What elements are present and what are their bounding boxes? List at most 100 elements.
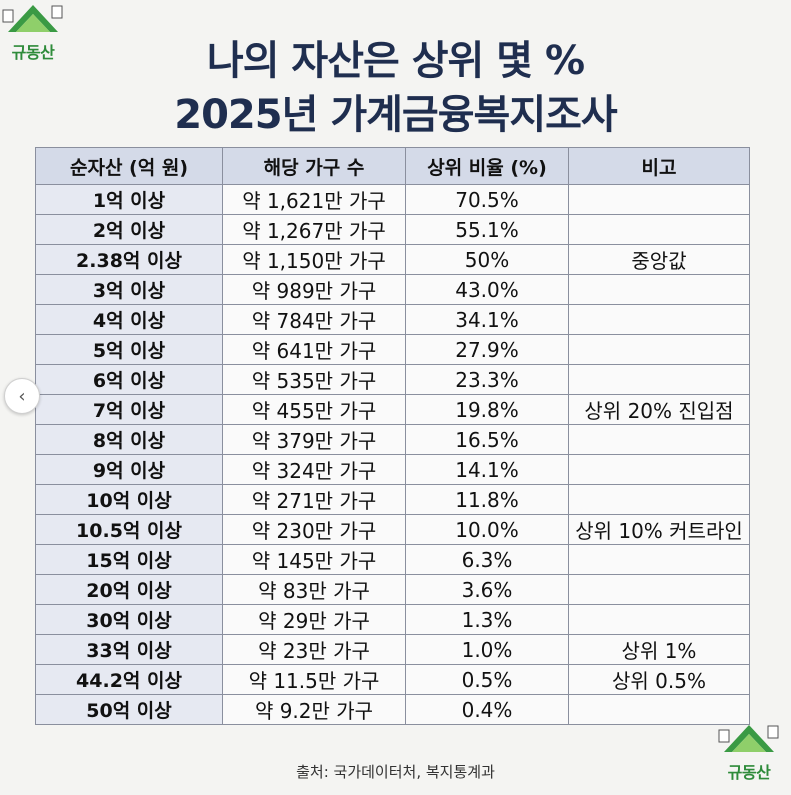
- asset-table: 순자산 (억 원) 해당 가구 수 상위 비율 (%) 비고 1억 이상 약 1,…: [35, 147, 750, 725]
- cell-top-ratio: 6.3%: [405, 544, 569, 575]
- cell-households: 약 9.2만 가구: [222, 694, 406, 725]
- header-top-ratio: 상위 비율 (%): [405, 147, 569, 185]
- cell-households: 약 641만 가구: [222, 334, 406, 365]
- cell-net-assets: 6억 이상: [35, 364, 223, 395]
- cell-top-ratio: 23.3%: [405, 364, 569, 395]
- table-row: 4억 이상 약 784만 가구 34.1%: [35, 304, 750, 335]
- cell-note: [568, 214, 750, 245]
- cell-households: 약 145만 가구: [222, 544, 406, 575]
- cell-note: [568, 304, 750, 335]
- table-row: 50억 이상 약 9.2만 가구 0.4%: [35, 694, 750, 725]
- cell-net-assets: 2억 이상: [35, 214, 223, 245]
- cell-households: 약 83만 가구: [222, 574, 406, 605]
- cell-note: 중앙값: [568, 244, 750, 275]
- table-header-row: 순자산 (억 원) 해당 가구 수 상위 비율 (%) 비고: [35, 147, 750, 185]
- cell-top-ratio: 16.5%: [405, 424, 569, 455]
- cell-net-assets: 3억 이상: [35, 274, 223, 305]
- header-note: 비고: [568, 147, 750, 185]
- table-row: 30억 이상 약 29만 가구 1.3%: [35, 604, 750, 635]
- table-row: 7억 이상 약 455만 가구 19.8% 상위 20% 진입점: [35, 394, 750, 425]
- cell-note: [568, 694, 750, 725]
- table-row: 2억 이상 약 1,267만 가구 55.1%: [35, 214, 750, 245]
- table-row: 2.38억 이상 약 1,150만 가구 50% 중앙값: [35, 244, 750, 275]
- table-row: 6억 이상 약 535만 가구 23.3%: [35, 364, 750, 395]
- cell-top-ratio: 27.9%: [405, 334, 569, 365]
- cell-top-ratio: 14.1%: [405, 454, 569, 485]
- cell-top-ratio: 3.6%: [405, 574, 569, 605]
- prev-arrow-icon[interactable]: ‹: [4, 378, 40, 414]
- brand-logo-bottom: 규동산: [718, 722, 780, 782]
- cell-top-ratio: 70.5%: [405, 184, 569, 215]
- cell-households: 약 324만 가구: [222, 454, 406, 485]
- logo-text: 규동산: [727, 763, 771, 782]
- cell-note: [568, 364, 750, 395]
- cell-net-assets: 15억 이상: [35, 544, 223, 575]
- cell-note: 상위 10% 커트라인: [568, 514, 750, 545]
- cell-note: [568, 184, 750, 215]
- cell-note: [568, 274, 750, 305]
- cell-note: [568, 604, 750, 635]
- cell-households: 약 230만 가구: [222, 514, 406, 545]
- cell-note: 상위 20% 진입점: [568, 394, 750, 425]
- page-subtitle: 2025년 가계금융복지조사: [174, 92, 617, 138]
- source-note: 출처: 국가데이터처, 복지통계과: [296, 763, 495, 781]
- cell-top-ratio: 50%: [405, 244, 569, 275]
- cell-note: [568, 334, 750, 365]
- cell-households: 약 379만 가구: [222, 424, 406, 455]
- table-row: 33억 이상 약 23만 가구 1.0% 상위 1%: [35, 634, 750, 665]
- cell-top-ratio: 55.1%: [405, 214, 569, 245]
- house-icon: [2, 5, 63, 32]
- cell-note: 상위 0.5%: [568, 664, 750, 695]
- cell-households: 약 1,267만 가구: [222, 214, 406, 245]
- cell-top-ratio: 10.0%: [405, 514, 569, 545]
- cell-net-assets: 7억 이상: [35, 394, 223, 425]
- page-title: 나의 자산은 상위 몇 %: [206, 38, 585, 84]
- cell-households: 약 1,150만 가구: [222, 244, 406, 275]
- brand-logo: 규동산: [2, 2, 64, 62]
- cell-households: 약 1,621만 가구: [222, 184, 406, 215]
- cell-net-assets: 44.2억 이상: [35, 664, 223, 695]
- cell-top-ratio: 0.5%: [405, 664, 569, 695]
- table-row: 9억 이상 약 324만 가구 14.1%: [35, 454, 750, 485]
- cell-net-assets: 10.5억 이상: [35, 514, 223, 545]
- cell-net-assets: 50억 이상: [35, 694, 223, 725]
- table-row: 5억 이상 약 641만 가구 27.9%: [35, 334, 750, 365]
- table-row: 3억 이상 약 989만 가구 43.0%: [35, 274, 750, 305]
- header-net-assets: 순자산 (억 원): [35, 147, 223, 185]
- cell-net-assets: 1억 이상: [35, 184, 223, 215]
- cell-note: [568, 484, 750, 515]
- cell-top-ratio: 1.0%: [405, 634, 569, 665]
- table-row: 10억 이상 약 271만 가구 11.8%: [35, 484, 750, 515]
- cell-net-assets: 4억 이상: [35, 304, 223, 335]
- cell-net-assets: 5억 이상: [35, 334, 223, 365]
- cell-note: 상위 1%: [568, 634, 750, 665]
- cell-households: 약 784만 가구: [222, 304, 406, 335]
- cell-net-assets: 2.38억 이상: [35, 244, 223, 275]
- cell-households: 약 989만 가구: [222, 274, 406, 305]
- header-households: 해당 가구 수: [222, 147, 406, 185]
- table-row: 8억 이상 약 379만 가구 16.5%: [35, 424, 750, 455]
- cell-note: [568, 544, 750, 575]
- cell-top-ratio: 0.4%: [405, 694, 569, 725]
- cell-net-assets: 8억 이상: [35, 424, 223, 455]
- cell-households: 약 23만 가구: [222, 634, 406, 665]
- cell-net-assets: 30억 이상: [35, 604, 223, 635]
- cell-net-assets: 20억 이상: [35, 574, 223, 605]
- cell-households: 약 455만 가구: [222, 394, 406, 425]
- cell-top-ratio: 43.0%: [405, 274, 569, 305]
- cell-households: 약 11.5만 가구: [222, 664, 406, 695]
- cell-note: [568, 424, 750, 455]
- cell-note: [568, 454, 750, 485]
- cell-top-ratio: 11.8%: [405, 484, 569, 515]
- house-icon: [718, 725, 779, 752]
- table-row: 15억 이상 약 145만 가구 6.3%: [35, 544, 750, 575]
- cell-households: 약 271만 가구: [222, 484, 406, 515]
- cell-top-ratio: 19.8%: [405, 394, 569, 425]
- cell-net-assets: 10억 이상: [35, 484, 223, 515]
- logo-text: 규동산: [11, 43, 55, 62]
- table-row: 10.5억 이상 약 230만 가구 10.0% 상위 10% 커트라인: [35, 514, 750, 545]
- cell-top-ratio: 34.1%: [405, 304, 569, 335]
- table-row: 20억 이상 약 83만 가구 3.6%: [35, 574, 750, 605]
- cell-households: 약 535만 가구: [222, 364, 406, 395]
- table-row: 1억 이상 약 1,621만 가구 70.5%: [35, 184, 750, 215]
